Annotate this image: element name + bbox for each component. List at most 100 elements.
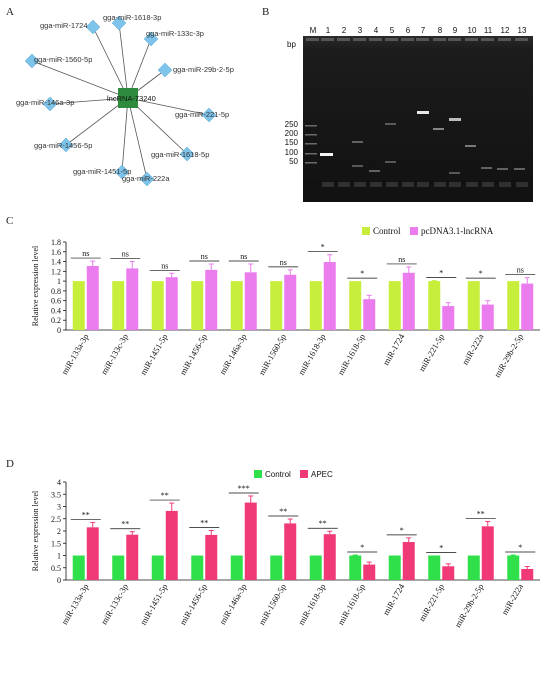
gel-band <box>417 111 429 114</box>
bar <box>270 555 283 580</box>
gel-primer-haze <box>434 182 446 187</box>
mirna-node-label: gga-miR-1618-5p <box>151 150 209 159</box>
y-tick-label: 1.8 <box>51 238 61 247</box>
gel-band <box>433 128 444 130</box>
bar <box>388 555 401 580</box>
gel-lane-label: 13 <box>518 26 527 35</box>
significance-label: ns <box>82 249 89 258</box>
network-edge <box>127 97 210 116</box>
gel-band <box>449 118 461 121</box>
category-label: miR-222a <box>499 582 525 617</box>
mirna-node <box>114 164 130 180</box>
bar <box>165 277 178 330</box>
lncrna-hub-label: lncRNA-73240 <box>107 94 156 103</box>
bar <box>244 272 257 330</box>
significance-label: ns <box>398 255 405 264</box>
gel-band <box>352 165 363 167</box>
gel-well <box>353 38 366 41</box>
y-tick-label: 1.2 <box>51 267 61 276</box>
gel-well <box>433 38 446 41</box>
y-tick-label: 1 <box>57 277 61 286</box>
significance-label: ** <box>121 520 129 529</box>
gel-primer-haze <box>499 182 511 187</box>
gel-primer-haze <box>449 182 461 187</box>
significance-label: ns <box>240 252 247 261</box>
bar <box>442 306 455 330</box>
bar <box>72 281 85 330</box>
mirna-node <box>139 171 155 187</box>
bar <box>521 568 534 580</box>
gel-band <box>385 123 396 125</box>
bar <box>363 564 376 580</box>
significance-label: * <box>439 269 443 278</box>
mirna-node-label: gga-miR-221-5p <box>175 110 229 119</box>
category-label: miR-133a-3p <box>59 582 90 626</box>
y-tick-label: 1.6 <box>51 248 61 257</box>
gel-band <box>320 153 333 156</box>
bar <box>388 281 401 330</box>
bar <box>309 555 322 580</box>
category-label: miR-1618-5p <box>335 332 367 377</box>
y-tick-label: 0.5 <box>51 564 61 573</box>
bar <box>191 281 204 330</box>
legend-label: Control <box>373 226 401 236</box>
category-label: miR-1451-5p <box>138 582 170 627</box>
gel-lane-label: 12 <box>501 26 510 35</box>
bar <box>151 555 164 580</box>
category-label: miR-133a-3p <box>59 332 90 376</box>
mirna-node-label: gga-miR-1618-3p <box>103 13 161 22</box>
y-tick-label: 0 <box>57 326 61 335</box>
bar <box>112 281 125 330</box>
bar <box>402 272 415 330</box>
gel-ladder-band <box>305 125 317 127</box>
mirna-node-label: gga-miR-133c-3p <box>146 29 204 38</box>
significance-label: * <box>518 543 522 552</box>
mirna-node-label: gga-miR-222a <box>122 174 170 183</box>
bar <box>205 269 218 330</box>
mirna-node <box>143 31 159 47</box>
gel-well <box>465 38 478 41</box>
gel-band <box>514 168 525 170</box>
gel-lane-label: 4 <box>374 26 379 35</box>
gel-ladder-band <box>305 134 317 136</box>
panel-a-letter: A <box>6 6 14 18</box>
gel-band <box>465 145 476 147</box>
bar <box>112 555 125 580</box>
gel-primer-haze <box>386 182 398 187</box>
bar <box>284 523 297 580</box>
gel-unit-label: bp <box>287 40 296 49</box>
bar <box>151 281 164 330</box>
bar <box>284 274 297 330</box>
y-tick-label: 3 <box>57 503 61 512</box>
category-label: miR-222a <box>460 332 486 367</box>
category-label: miR-29b-2-5p <box>453 582 486 629</box>
gel-well <box>401 38 414 41</box>
y-tick-label: 0.6 <box>51 297 61 306</box>
bar <box>86 527 99 580</box>
y-tick-label: 0.2 <box>51 316 61 325</box>
gel-lane-label: 3 <box>358 26 363 35</box>
significance-label: * <box>400 526 404 535</box>
y-tick-label: 4 <box>57 478 61 487</box>
gel-lane-label: 1 <box>326 26 331 35</box>
category-label: miR-1724 <box>381 581 407 617</box>
bar <box>205 534 218 580</box>
y-axis-label: Relative expression level <box>31 245 40 326</box>
bar <box>323 534 336 580</box>
gel-lane-label: 8 <box>438 26 443 35</box>
bar <box>126 534 139 580</box>
significance-label: *** <box>238 484 250 493</box>
y-axis-label: Relative expression level <box>31 490 40 571</box>
legend-swatch <box>410 227 418 235</box>
significance-label: * <box>360 543 364 552</box>
chart-d: 0 0.5 1 1.5 2 2.5 3 3.5 4 Relative expression lev… <box>31 470 540 629</box>
gel-marker-size: 50 <box>289 157 298 166</box>
category-label: miR-146a-3p <box>217 332 248 376</box>
gel-band <box>497 168 508 170</box>
bar <box>467 555 480 580</box>
gel-band <box>481 167 492 169</box>
panel-b-letter: B <box>262 6 269 18</box>
bar <box>481 304 494 330</box>
gel-lane-label: M <box>310 26 317 35</box>
gel-band <box>385 161 396 163</box>
